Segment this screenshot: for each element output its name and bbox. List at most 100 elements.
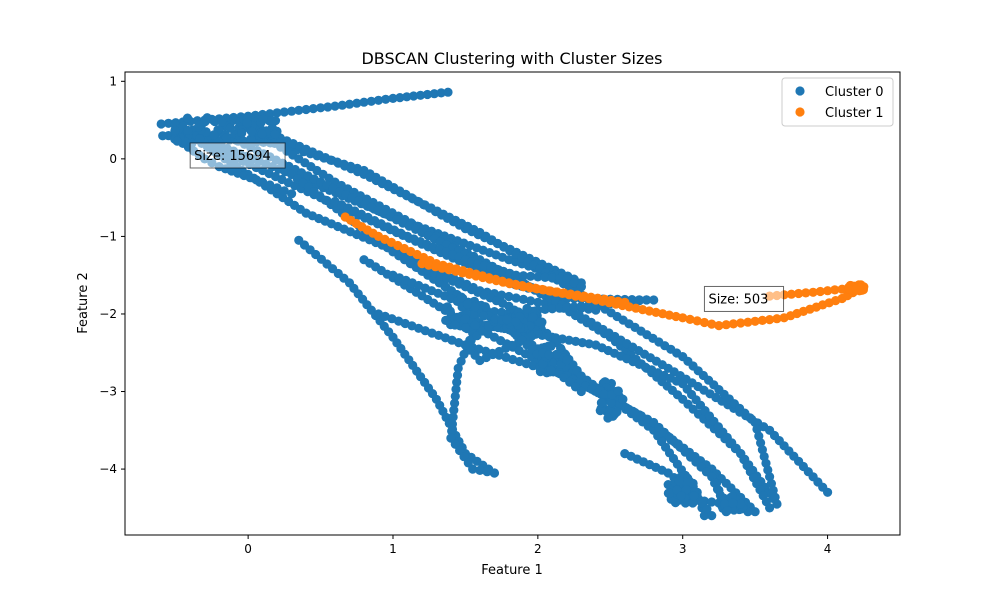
- data-point: [265, 180, 275, 190]
- data-point: [714, 321, 724, 331]
- data-point: [540, 304, 550, 314]
- data-point: [681, 477, 691, 488]
- data-point: [195, 134, 205, 144]
- data-point: [462, 299, 473, 309]
- data-point: [518, 271, 529, 281]
- data-point: [497, 307, 507, 317]
- data-point: [388, 93, 398, 103]
- data-point: [851, 284, 861, 294]
- data-point: [678, 313, 688, 323]
- data-point: [613, 386, 623, 396]
- data-point: [539, 285, 549, 295]
- data-point: [555, 303, 565, 313]
- data-point: [685, 314, 695, 324]
- data-point: [596, 398, 607, 408]
- data-point: [445, 306, 455, 316]
- data-point: [728, 319, 739, 329]
- data-point: [270, 129, 280, 139]
- data-point: [808, 287, 818, 297]
- data-point: [456, 356, 466, 366]
- data-point: [606, 295, 616, 305]
- data-point: [279, 107, 289, 117]
- data-point: [559, 288, 569, 298]
- data-point: [534, 317, 544, 327]
- y-tick-label: 1: [109, 74, 117, 88]
- data-point: [381, 94, 391, 104]
- data-point: [576, 301, 586, 311]
- data-point: [599, 389, 609, 399]
- y-axis-label: Feature 2: [76, 272, 91, 334]
- data-point: [158, 131, 168, 141]
- data-point: [242, 118, 252, 128]
- data-point: [449, 405, 459, 415]
- data-point: [258, 177, 268, 187]
- data-point: [707, 497, 717, 507]
- data-point: [237, 128, 247, 138]
- data-point: [447, 419, 457, 429]
- data-point: [301, 104, 311, 115]
- data-point: [547, 304, 557, 314]
- legend-label: Cluster 0: [825, 85, 884, 100]
- data-point: [272, 108, 282, 118]
- data-point: [436, 88, 446, 98]
- data-point: [323, 102, 333, 112]
- data-point: [217, 117, 227, 127]
- data-point: [572, 290, 583, 300]
- data-point: [528, 312, 538, 322]
- cluster-size-box: [189, 142, 286, 169]
- data-point: [801, 288, 811, 298]
- data-point: [415, 90, 426, 100]
- data-point: [794, 288, 804, 299]
- data-point: [634, 296, 644, 306]
- data-point: [552, 349, 562, 359]
- data-point: [316, 103, 326, 113]
- data-point: [452, 370, 463, 380]
- data-point: [593, 293, 603, 303]
- y-tick-label: −2: [99, 307, 117, 321]
- data-point: [246, 134, 256, 144]
- data-point: [402, 92, 412, 102]
- data-point: [562, 302, 572, 313]
- data-point: [579, 291, 589, 301]
- data-point: [525, 283, 535, 293]
- x-tick-label: 4: [824, 542, 832, 556]
- data-point: [210, 116, 220, 127]
- data-point: [502, 314, 512, 325]
- data-point: [308, 104, 318, 114]
- data-point: [409, 91, 419, 101]
- data-point: [844, 284, 854, 294]
- data-point: [641, 295, 652, 305]
- data-point: [569, 278, 579, 288]
- data-point: [518, 294, 529, 304]
- data-point: [475, 465, 485, 475]
- legend-label: Cluster 1: [825, 106, 884, 121]
- data-point: [584, 301, 594, 311]
- data-point: [569, 302, 579, 312]
- data-point: [170, 125, 180, 136]
- x-tick-label: 1: [389, 542, 397, 556]
- data-point: [172, 136, 182, 146]
- data-point: [547, 273, 557, 283]
- data-point: [555, 273, 565, 284]
- data-point: [344, 99, 355, 109]
- data-point: [330, 101, 340, 111]
- data-point: [337, 100, 347, 110]
- data-point: [830, 285, 840, 295]
- data-point: [468, 309, 479, 319]
- data-point: [546, 365, 556, 375]
- data-point: [750, 507, 760, 517]
- data-point: [533, 272, 543, 282]
- x-tick-label: 3: [679, 542, 687, 556]
- data-point: [448, 412, 458, 422]
- legend: Cluster 0 Cluster 1: [781, 77, 894, 127]
- data-point: [613, 296, 623, 306]
- data-point: [265, 109, 275, 119]
- data-point: [294, 105, 304, 115]
- y-axis: 1 0 −1 −2 −3 −4: [99, 74, 125, 476]
- y-tick-label: −3: [99, 385, 117, 399]
- data-point: [620, 297, 630, 307]
- size-annotations: Size: 15694 Size: 503: [189, 142, 785, 312]
- series-0: [156, 87, 833, 521]
- series-1: [340, 212, 869, 331]
